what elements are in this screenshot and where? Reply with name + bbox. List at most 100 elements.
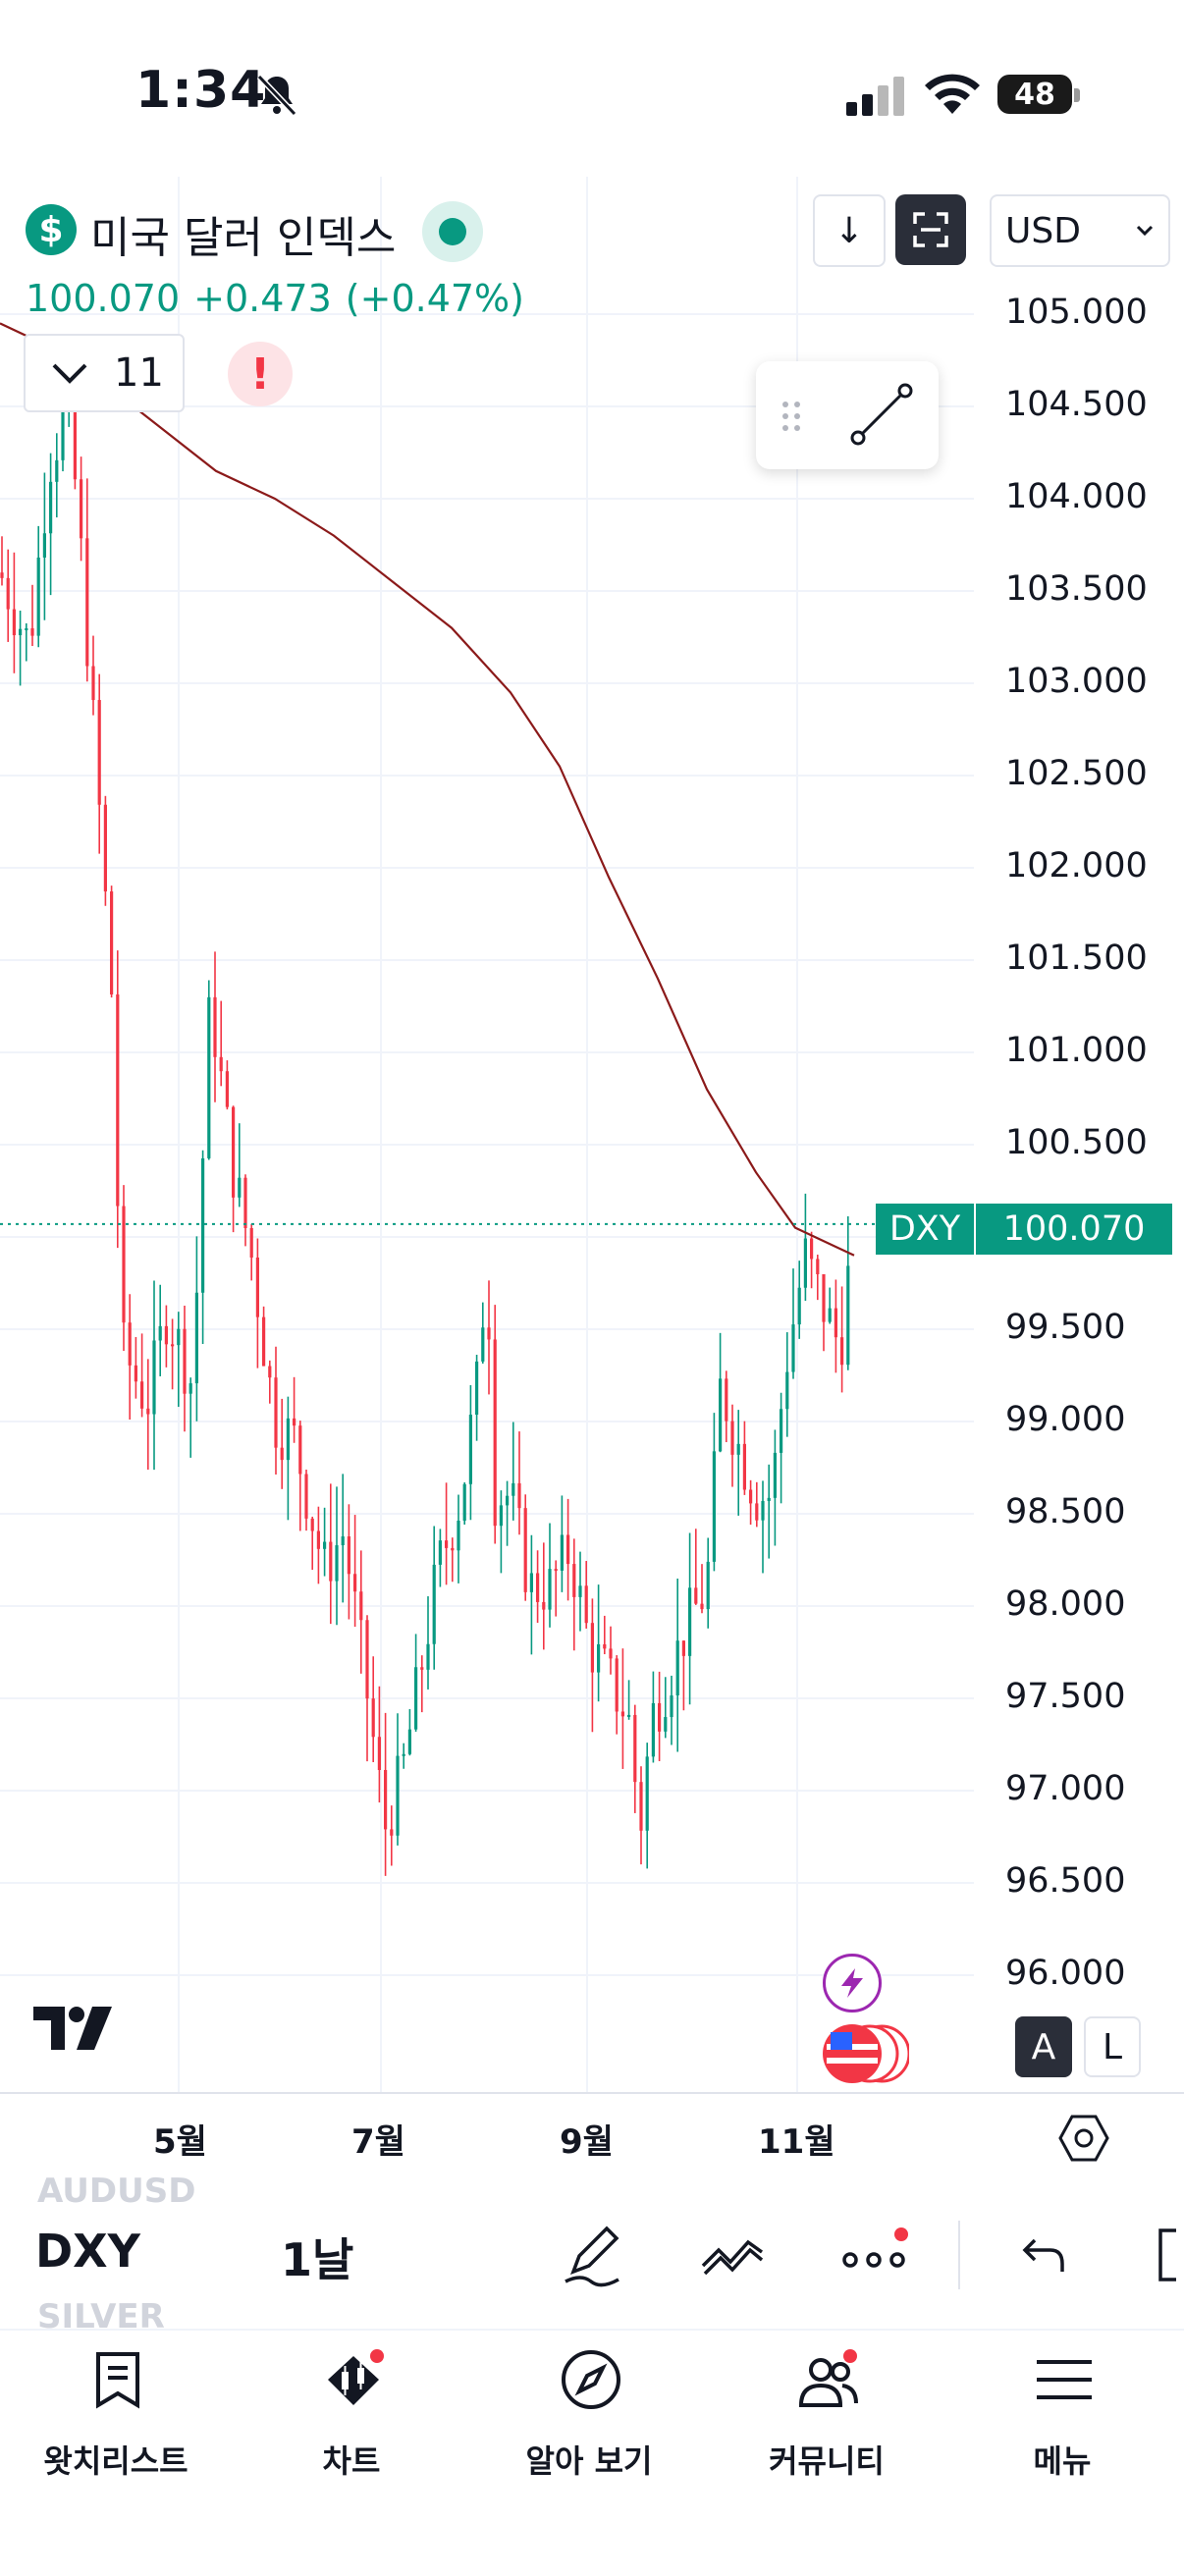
candle-body — [645, 1756, 649, 1831]
log-scale-button[interactable]: L — [1084, 2016, 1141, 2077]
toolbar-separator — [958, 2221, 960, 2289]
candle-body — [627, 1714, 631, 1717]
menu-icon — [1037, 2360, 1092, 2399]
time-label-nov: 11월 — [758, 2122, 835, 2162]
candle-body — [719, 1378, 723, 1452]
candle-body — [688, 1587, 692, 1656]
undo-icon[interactable] — [1007, 2221, 1076, 2289]
candle-body — [462, 1483, 466, 1522]
candle-body — [767, 1497, 771, 1501]
candle-body — [402, 1753, 405, 1756]
candle-body — [694, 1587, 698, 1604]
nav-menu[interactable]: 메뉴 — [944, 2331, 1180, 2576]
candle-body — [432, 1564, 436, 1644]
candle-body — [542, 1601, 546, 1610]
nav-explore[interactable]: 알아 보기 — [471, 2331, 707, 2576]
price-scale-label: 99.000 — [1005, 1400, 1126, 1439]
candle-body — [329, 1541, 333, 1582]
nav-label: 메뉴 — [1033, 2442, 1092, 2480]
candle-body — [341, 1536, 345, 1546]
symbol-name[interactable]: 미국 달러 인덱스 — [90, 213, 397, 263]
candle-body — [451, 1547, 455, 1551]
candle-body — [188, 1383, 192, 1394]
nav-watchlist[interactable]: 왓치리스트 — [0, 2331, 234, 2576]
candle-body — [80, 479, 83, 539]
economic-events-flag-icon[interactable] — [821, 2022, 909, 2085]
market-status-indicator[interactable] — [422, 201, 483, 262]
status-time: 1:34 — [135, 61, 267, 120]
candle-body — [268, 1366, 272, 1378]
alert-icon[interactable]: ! — [228, 342, 293, 406]
candle-body — [566, 1534, 570, 1565]
candle-body — [487, 1327, 491, 1340]
price-summary: 100.070 +0.473 (+0.47%) — [26, 277, 538, 320]
nav-label: 차트 — [322, 2442, 381, 2480]
candle-body — [791, 1324, 795, 1372]
candle-body — [407, 1729, 411, 1754]
chart-grid — [0, 177, 974, 2093]
price-tag-symbol: DXY — [876, 1204, 976, 1255]
price-scale-label: 98.500 — [1005, 1492, 1126, 1531]
candle-body — [335, 1545, 339, 1582]
auto-scale-button[interactable]: A — [1015, 2016, 1072, 2077]
chevron-down-icon — [52, 363, 87, 384]
market-open-dot — [439, 218, 466, 245]
candle-body — [140, 1381, 144, 1409]
candle-body — [590, 1623, 594, 1673]
chart-settings-icon[interactable] — [1056, 2111, 1111, 2166]
candle-body — [780, 1409, 783, 1453]
candle-body — [578, 1585, 582, 1597]
candle-body — [390, 1829, 394, 1836]
symbol-suggestion-prev[interactable]: AUDUSD — [37, 2172, 196, 2211]
candle-body — [194, 1292, 198, 1384]
candle-body — [201, 1157, 205, 1293]
candle-body — [6, 577, 10, 610]
candle-body — [110, 891, 114, 994]
indicators-toggle[interactable]: 11 — [24, 334, 185, 412]
nav-community[interactable]: 커뮤니티 — [709, 2331, 944, 2576]
candle-body — [158, 1325, 162, 1341]
candle-body — [219, 1056, 223, 1072]
candle-body — [658, 1702, 662, 1732]
candle-body — [633, 1714, 637, 1783]
indicators-icon[interactable] — [699, 2221, 768, 2289]
candle-body — [468, 1415, 472, 1484]
candlestick-series — [0, 349, 850, 1876]
bottom-navigation: 왓치리스트 차트 알아 보기 커뮤니티 메뉴 — [0, 2329, 1184, 2576]
candle-body — [700, 1603, 704, 1610]
interval-selector[interactable]: 1날 — [281, 2233, 354, 2286]
price-scale-label: 103.500 — [1005, 569, 1148, 609]
scroll-to-latest-button[interactable]: ↓ — [813, 194, 886, 267]
candle-body — [506, 1495, 510, 1506]
candle-body — [365, 1620, 369, 1699]
drawing-tool-panel[interactable] — [756, 361, 939, 469]
candle-body — [213, 996, 217, 1057]
redo-partial-icon[interactable] — [1147, 2221, 1184, 2289]
candle-body — [609, 1648, 613, 1659]
candle-body — [749, 1489, 753, 1504]
candle-body — [116, 993, 120, 1207]
candle-body — [445, 1540, 449, 1548]
currency-select[interactable]: USD — [990, 194, 1170, 267]
nav-chart[interactable]: 차트 — [234, 2331, 469, 2576]
nav-label: 왓치리스트 — [43, 2442, 188, 2480]
chart-icon — [328, 2349, 384, 2405]
candle-body — [377, 1737, 381, 1770]
drawing-pen-icon[interactable] — [558, 2221, 626, 2289]
last-price-tag: DXY 100.070 — [876, 1204, 1172, 1255]
lightning-button[interactable] — [823, 1954, 882, 2012]
more-options-icon[interactable] — [840, 2221, 909, 2289]
price-scale-label: 105.000 — [1005, 293, 1148, 332]
candle-body — [177, 1328, 181, 1346]
price-scale-label: 99.500 — [1005, 1308, 1126, 1347]
compass-icon — [562, 2350, 620, 2409]
candle-body — [262, 1316, 266, 1367]
candle-body — [572, 1564, 576, 1597]
candle-body — [742, 1443, 746, 1490]
price-scale-label: 97.500 — [1005, 1677, 1126, 1716]
candle-body — [822, 1273, 826, 1322]
price-scale-label: 101.000 — [1005, 1031, 1148, 1070]
fullscreen-button[interactable] — [895, 194, 966, 265]
symbol-selector[interactable]: DXY — [35, 2225, 140, 2278]
